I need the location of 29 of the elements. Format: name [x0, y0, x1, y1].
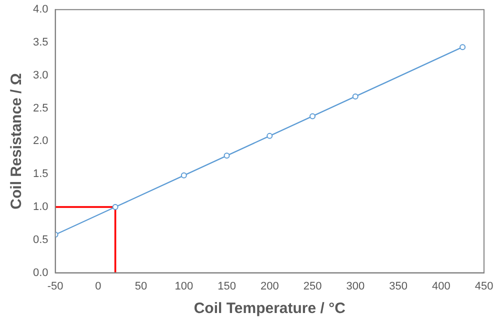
point: [266, 132, 273, 139]
point: [460, 44, 466, 50]
y-axis-title: Coil Resistance / Ω: [8, 73, 26, 210]
y-tick-label: 3.0: [32, 69, 48, 82]
x-tick-label: -50: [47, 280, 64, 292]
y-tick-label: 0.0: [32, 266, 48, 279]
y-tick-label: 0.5: [32, 234, 48, 246]
x-tick-label: 0: [95, 280, 102, 292]
point: [310, 113, 316, 120]
point: [180, 172, 187, 178]
x-axis-title: Coil Temperature / °C: [194, 300, 346, 318]
y-tick-label: 2.5: [32, 102, 48, 114]
x-tick-label: 400: [432, 280, 450, 292]
x-tick-label: 100: [174, 280, 194, 292]
y-tick-label: 1.0: [32, 201, 48, 214]
point: [352, 93, 358, 100]
x-tick-label: 350: [389, 280, 408, 292]
x-tick-label: 200: [260, 280, 279, 292]
point: [224, 152, 230, 159]
y-tick-label: 3.5: [32, 36, 48, 49]
y-tick-label: 1.5: [32, 168, 48, 180]
x-tick-label: 150: [218, 280, 236, 292]
x-tick-label: 450: [474, 280, 494, 292]
x-tick-label: 300: [346, 280, 365, 292]
x-tick-label: 50: [134, 280, 148, 292]
x-tick-label: 250: [303, 280, 322, 292]
y-tick-label: 2.0: [32, 135, 48, 148]
point: [112, 204, 118, 210]
y-tick-label: 4.0: [32, 4, 48, 16]
